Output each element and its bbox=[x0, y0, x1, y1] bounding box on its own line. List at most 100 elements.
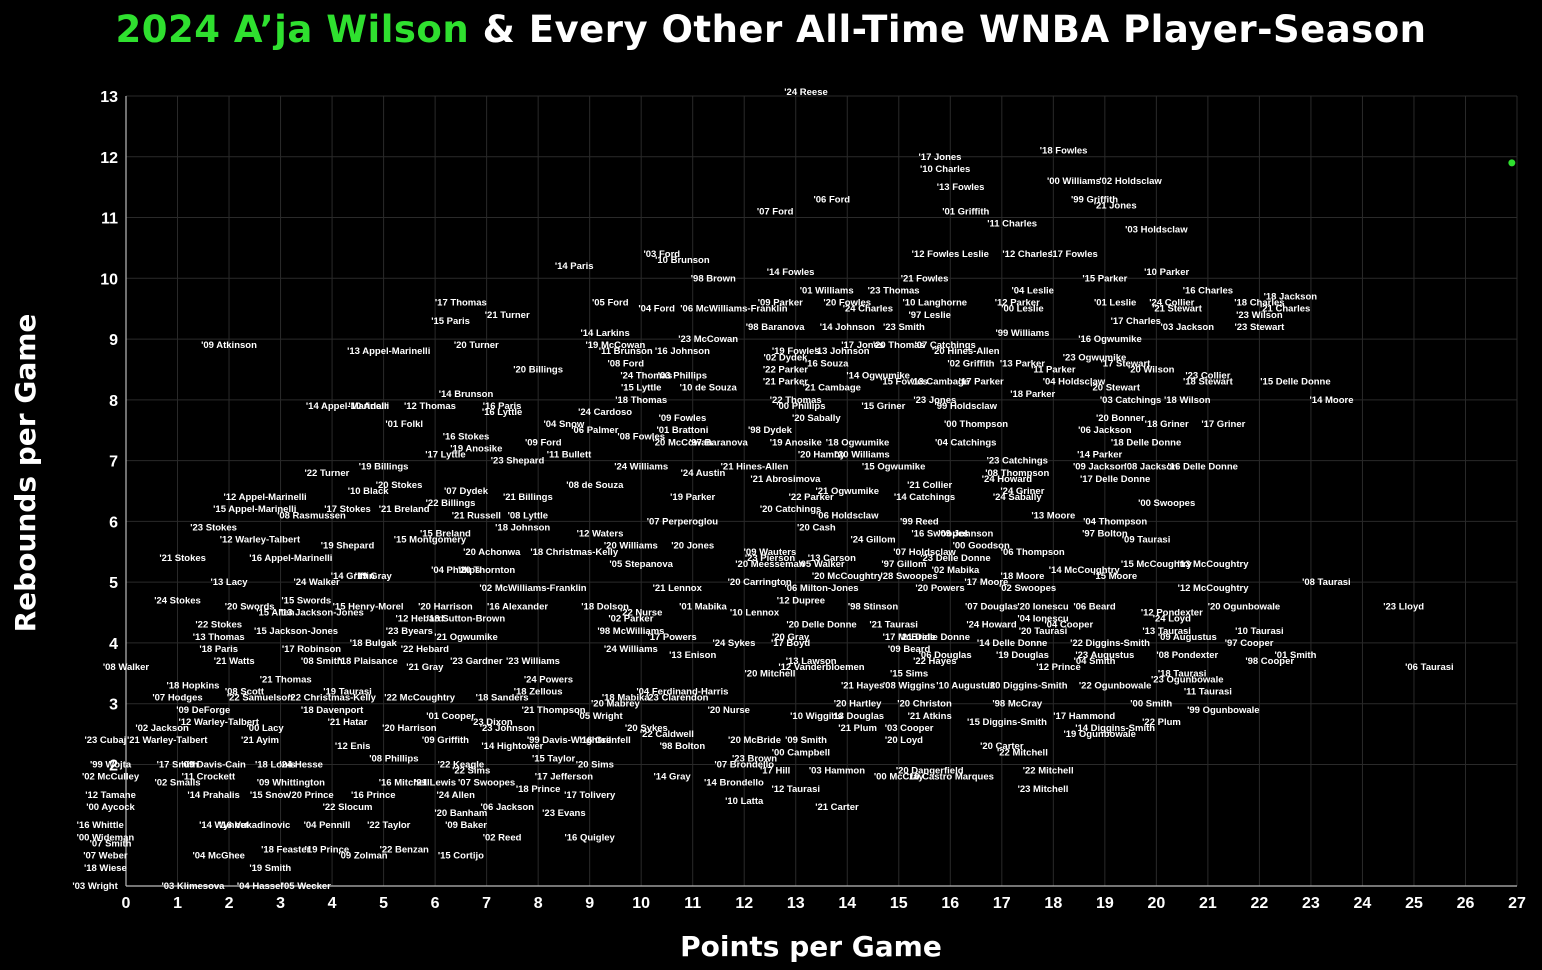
player-season-label: '20 Jones bbox=[671, 541, 714, 552]
player-season-label: '14 Ogwumike bbox=[846, 371, 910, 382]
player-season-label: '01 Folkl bbox=[385, 419, 423, 430]
player-season-label: '24 Powers bbox=[524, 674, 573, 685]
player-season-label: '15 Breland bbox=[420, 529, 471, 540]
player-season-label: '08 Scott bbox=[225, 687, 265, 698]
player-season-label: '15 Diggins-Smith bbox=[967, 717, 1047, 728]
player-season-label: '20 Carter bbox=[980, 741, 1024, 752]
player-season-label: '06 Taurasi bbox=[1405, 662, 1454, 673]
player-season-label: '20 Diggins-Smith bbox=[988, 680, 1068, 691]
player-season-label: '18 Prince bbox=[516, 784, 561, 795]
player-season-label: '16 Prince bbox=[351, 790, 396, 801]
player-season-label: '17 Stokes bbox=[324, 504, 371, 515]
player-season-label: '12 Thomas bbox=[404, 401, 456, 412]
y-tick-label: 4 bbox=[109, 636, 118, 653]
player-season-label: '12 Fowles Leslie bbox=[912, 249, 989, 260]
player-season-label: '21 Abrosimova bbox=[750, 474, 821, 485]
player-season-label: '16 Lyttle bbox=[482, 407, 522, 418]
player-season-label: '98 Brown bbox=[691, 273, 736, 284]
player-season-label: '21 Gray bbox=[406, 662, 444, 673]
player-season-label: '08 Walker bbox=[103, 662, 150, 673]
player-season-label: '08 Pondexter bbox=[1156, 650, 1218, 661]
player-season-label: '20 Cash bbox=[797, 522, 836, 533]
player-season-label: '23 Gardner bbox=[450, 656, 503, 667]
player-season-label: '17 Charles bbox=[1111, 316, 1161, 327]
player-season-label: '23 Stokes bbox=[190, 522, 237, 533]
player-season-label: '24 Griner bbox=[1000, 486, 1044, 497]
player-season-label: '07 Weber bbox=[83, 851, 128, 862]
player-season-label: '14 Moore bbox=[1310, 395, 1354, 406]
player-season-label: '16 Paris bbox=[483, 401, 522, 412]
player-season-label: '17 McBride bbox=[883, 632, 936, 643]
player-season-label: '21 Charles bbox=[1260, 304, 1310, 315]
player-season-label: '17 Jefferson bbox=[535, 772, 593, 783]
player-season-label: '24 Loyd bbox=[1153, 614, 1191, 625]
player-season-label: '17 Moore bbox=[964, 577, 1008, 588]
player-season-label: '02 Mabika bbox=[932, 565, 980, 576]
y-axis-label: Rebounds per Game bbox=[9, 314, 42, 633]
player-season-label: '06 Palmer bbox=[571, 425, 618, 436]
player-season-label: '13 Taurasi bbox=[1142, 626, 1191, 637]
player-season-label: '18 Moore bbox=[1000, 571, 1044, 582]
player-season-label: '07 Ford bbox=[757, 206, 794, 217]
player-season-label: '22 Taylor bbox=[367, 820, 411, 831]
player-season-label: '17 Robinson bbox=[282, 644, 341, 655]
player-season-label: '16 Quigley bbox=[565, 832, 616, 843]
player-season-label: '99 Davis-Wrightsil bbox=[527, 735, 611, 746]
player-season-label: '01 Brattoni bbox=[656, 425, 708, 436]
player-season-label: '16 Grenfell bbox=[579, 735, 630, 746]
player-season-label: '23 Stewart bbox=[1235, 322, 1286, 333]
player-season-label: '15 Sims bbox=[890, 668, 928, 679]
x-tick-label: 15 bbox=[890, 895, 908, 912]
player-season-label: '16 Johnson bbox=[655, 346, 710, 357]
player-season-label: '12 Pondexter bbox=[1141, 608, 1203, 619]
player-season-label: '24 Williams bbox=[614, 462, 668, 473]
player-season-label: '23 McCowan bbox=[678, 334, 738, 345]
player-season-label: '99 Griffith bbox=[1071, 194, 1118, 205]
player-season-label: '20 Meesseman bbox=[735, 559, 805, 570]
title-highlight: 2024 A’ja Wilson bbox=[115, 8, 470, 51]
player-season-label: '23 Shepard bbox=[491, 456, 545, 467]
player-season-label: '97 Bolton bbox=[1082, 529, 1128, 540]
player-season-label: '05 Stepanova bbox=[609, 559, 673, 570]
player-season-label: '15 Snow bbox=[250, 790, 291, 801]
player-season-label: '09 Taurasi bbox=[1122, 535, 1171, 546]
player-season-label: '20 McBride bbox=[728, 735, 781, 746]
player-season-label: '14 Brunson bbox=[439, 389, 494, 400]
player-season-label: '20 Catchings bbox=[760, 504, 821, 515]
player-season-label: '23 Byears bbox=[386, 626, 433, 637]
player-season-label: '19 Billings bbox=[359, 462, 409, 473]
points bbox=[1508, 159, 1516, 167]
player-season-label: '22 Stokes bbox=[195, 620, 242, 631]
player-season-label: '03 Phillips bbox=[658, 371, 707, 382]
player-season-label: '08 Thompson bbox=[985, 468, 1049, 479]
player-season-label: '08 Jackson bbox=[1124, 462, 1178, 473]
player-season-label: '20 Swords bbox=[225, 601, 275, 612]
player-season-label: '02 Holdsclaw bbox=[1099, 176, 1162, 187]
player-season-label: '14 Paris bbox=[555, 261, 594, 272]
player-season-label: '19 Prince bbox=[305, 845, 350, 856]
player-season-label: '13 Carson bbox=[808, 553, 856, 564]
player-season-label: '22 Keagle bbox=[438, 759, 485, 770]
player-season-label: '17 Tolivery bbox=[564, 790, 616, 801]
player-season-label: '22 Parker bbox=[789, 492, 834, 503]
player-season-label: '10 Charles bbox=[920, 164, 970, 175]
player-season-label: '12 Warley-Talbert bbox=[179, 717, 260, 728]
player-season-label: '15 Moore bbox=[1093, 571, 1137, 582]
player-season-label: '18 Feaster bbox=[261, 845, 311, 856]
player-season-label: '09 Parker bbox=[758, 298, 803, 309]
x-tick-label: 11 bbox=[684, 895, 701, 912]
player-season-label: '22 Plum bbox=[1142, 717, 1181, 728]
player-season-label: '09 Beard bbox=[888, 644, 931, 655]
player-season-label: '20 Sims bbox=[576, 759, 614, 770]
player-season-label: '14 Catchings bbox=[894, 492, 955, 503]
player-season-label: '13 Johnson bbox=[815, 346, 870, 357]
player-season-label: '15 Appel-Marinelli bbox=[213, 504, 296, 515]
player-season-label: '18 Sanders bbox=[476, 693, 529, 704]
player-season-label: '00 Wideman bbox=[77, 832, 135, 843]
player-season-label: '13 Douglas bbox=[831, 711, 884, 722]
player-season-label: '23 Brown bbox=[732, 753, 777, 764]
player-season-label: '18 Wiese bbox=[84, 863, 127, 874]
player-season-label: '00 Aycock bbox=[86, 802, 135, 813]
player-season-label: '04 Phillips bbox=[431, 565, 480, 576]
player-season-label: '12 Taurasi bbox=[771, 784, 820, 795]
